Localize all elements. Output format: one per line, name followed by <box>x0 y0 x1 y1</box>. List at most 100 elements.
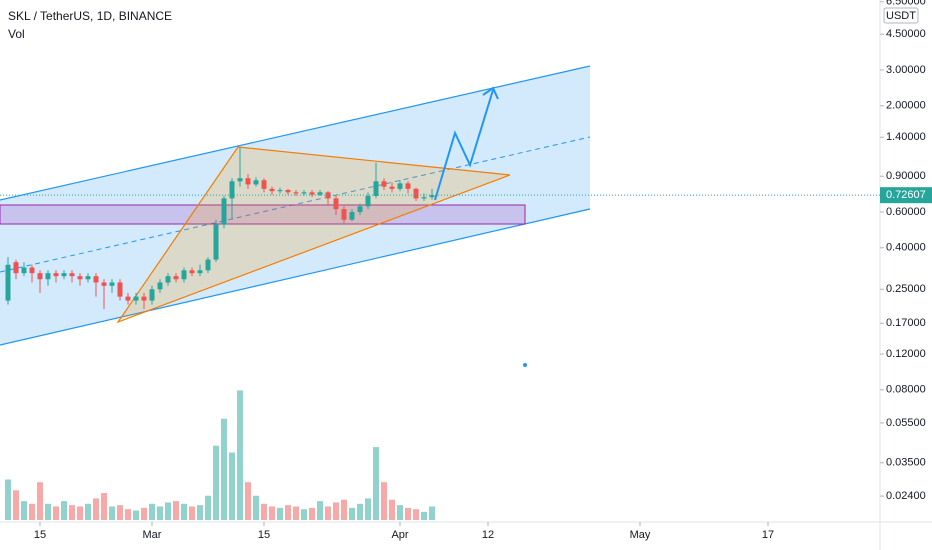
volume-bar <box>293 506 299 520</box>
candle-body <box>213 224 219 260</box>
volume-bar <box>221 418 227 520</box>
volume-bar <box>421 511 427 520</box>
candle-body <box>341 209 347 220</box>
volume-bar <box>149 503 155 520</box>
projection-arrow <box>434 89 494 201</box>
candle-body <box>221 198 227 225</box>
y-tick-label: 0.17000 <box>886 317 926 329</box>
candle-body <box>133 296 139 301</box>
volume-bar <box>141 507 147 520</box>
volume-bar <box>373 447 379 520</box>
volume-bar <box>21 501 27 520</box>
x-tick-label: Apr <box>391 529 408 541</box>
y-tick-label: 0.12000 <box>886 348 926 360</box>
candle-body <box>333 198 339 210</box>
candle-body <box>189 270 195 274</box>
volume-bar <box>261 503 267 520</box>
volume-bar <box>277 507 283 520</box>
candle-body <box>5 264 11 301</box>
candle-body <box>157 282 163 290</box>
currency: USDT <box>886 10 916 22</box>
y-tick-label: 0.90000 <box>886 170 926 182</box>
volume-bar <box>173 501 179 520</box>
drawings <box>0 65 591 367</box>
candle-body <box>93 276 99 283</box>
y-tick-label: 0.40000 <box>886 242 926 254</box>
volume-bar <box>125 509 131 520</box>
candle-body <box>381 181 387 187</box>
candle-body <box>253 180 259 185</box>
candle-body <box>237 178 243 182</box>
channel-mid <box>0 136 591 273</box>
y-tick-label: 0.02400 <box>886 490 926 502</box>
volume-bar <box>69 505 75 520</box>
volume-bar <box>405 507 411 520</box>
candle-body <box>69 273 75 277</box>
volume-bar <box>253 495 259 520</box>
candle-body <box>389 186 395 189</box>
volume-bar <box>29 503 35 520</box>
candle-body <box>397 183 403 189</box>
volume-bar <box>37 482 43 520</box>
zone-rect <box>0 204 526 225</box>
volume-bar <box>181 503 187 520</box>
volume-bar <box>101 493 107 520</box>
volume-bar <box>381 482 387 520</box>
triangle <box>116 146 511 324</box>
dot <box>523 363 527 367</box>
candle-body <box>365 195 371 207</box>
last-price-box <box>880 187 932 204</box>
candle-body <box>205 259 211 271</box>
y-tick-label: 6.50000 <box>886 0 926 8</box>
candle-body <box>349 212 355 220</box>
candle-body <box>37 273 43 280</box>
volume-bar <box>61 501 67 520</box>
volume-bar <box>237 390 243 520</box>
volume-bar <box>397 505 403 520</box>
candle-body <box>413 188 419 199</box>
candle-body <box>109 282 115 286</box>
volume-bar <box>357 503 363 520</box>
x-tick-label: 17 <box>762 529 774 541</box>
volume-bar <box>285 505 291 520</box>
y-tick-label: 1.40000 <box>886 131 926 143</box>
y-tick-label: 2.00000 <box>886 100 926 112</box>
x-tick-label: Mar <box>143 529 162 541</box>
volume-bar <box>85 503 91 520</box>
x-tick-label: 15 <box>34 529 46 541</box>
volume-bar <box>245 482 251 520</box>
volume-bar <box>389 499 395 520</box>
volume-bar <box>341 499 347 520</box>
volume-bar <box>77 506 83 520</box>
candle-body <box>181 270 187 280</box>
volume-bar <box>93 498 99 520</box>
volume-bar <box>365 498 371 520</box>
candle-body <box>117 282 123 297</box>
y-tick-label: 3.00000 <box>886 64 926 76</box>
volume-bar <box>117 505 123 520</box>
volume-bar <box>301 509 307 520</box>
candle-body <box>421 197 427 199</box>
volume-bar <box>229 452 235 520</box>
y-tick-label: 0.05500 <box>886 417 926 429</box>
candle-body <box>173 276 179 280</box>
candle-body <box>61 273 67 277</box>
candle-body <box>293 192 299 194</box>
currency-box <box>883 7 919 24</box>
candle-body <box>165 276 171 283</box>
volume-bar <box>269 506 275 520</box>
chart-title: SKL / TetherUS, 1D, BINANCE <box>8 9 172 23</box>
candle-body <box>317 192 323 195</box>
candle-body <box>125 296 131 301</box>
y-tick-label: 0.60000 <box>886 206 926 218</box>
volume-bar <box>53 506 59 520</box>
last-price-label: 0.72607 <box>886 189 926 201</box>
x-tick-label: 15 <box>258 529 270 541</box>
arrow-head <box>482 86 499 100</box>
volume-bar <box>213 445 219 520</box>
candle-body <box>53 273 59 277</box>
volume-label: Vol <box>8 27 25 41</box>
candle-body <box>77 276 83 280</box>
volume-bar <box>157 506 163 520</box>
candle-body <box>429 195 435 198</box>
